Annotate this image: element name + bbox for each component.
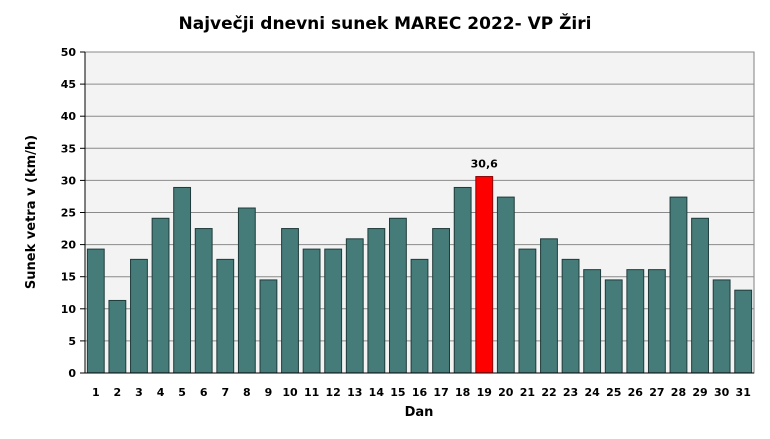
x-tick-label: 14: [369, 386, 385, 399]
bar-day-3: [130, 258, 148, 374]
bar-day-14: [367, 228, 386, 374]
bar-day-2: [108, 299, 127, 374]
data-labels: 30,6: [471, 158, 498, 171]
y-tick-label: 35: [61, 142, 76, 155]
bar-day-12: [324, 248, 343, 374]
y-tick-label: 50: [61, 46, 77, 59]
x-tick-label: 7: [221, 386, 229, 399]
x-tick-label: 16: [412, 386, 428, 399]
y-axis-label: Sunek vetra v (km/h): [24, 135, 39, 289]
x-tick-label: 25: [606, 386, 621, 399]
bar-day-19: [475, 176, 494, 374]
x-tick-label: 11: [304, 386, 319, 399]
bar-day-30: [712, 279, 731, 374]
x-axis-label: Dan: [405, 405, 434, 420]
bar-day-11: [302, 248, 321, 374]
x-tick-label: 8: [243, 386, 251, 399]
bar-day-17: [432, 228, 450, 374]
x-tick-label: 30: [714, 386, 730, 399]
bar-day-6: [194, 228, 213, 374]
x-axis-ticks: 1 2 3 4 5 6 7 8 9 10 11 12 13 14 15 16 17 18 19 20 21 22 23 24 2…: [92, 386, 751, 399]
bar-day-10: [281, 228, 299, 374]
x-tick-label: 23: [563, 386, 578, 399]
y-tick-label: 0: [68, 367, 76, 380]
bar-day-15: [389, 217, 407, 374]
x-tick-label: 15: [390, 386, 405, 399]
bar-day-13: [345, 238, 364, 374]
y-tick-label: 15: [61, 271, 76, 284]
bar-day-26: [626, 269, 645, 374]
x-tick-label: 29: [692, 386, 707, 399]
bar-day-25: [604, 279, 623, 374]
bar-day-4: [151, 217, 170, 374]
x-tick-label: 9: [265, 386, 273, 399]
bar-day-9: [259, 279, 278, 374]
bar-day-27: [647, 269, 666, 374]
y-tick-label: 45: [61, 78, 76, 91]
bar-day-29: [691, 217, 709, 374]
bar-day-24: [583, 269, 602, 374]
x-tick-label: 31: [736, 386, 751, 399]
bar-day-21: [518, 248, 537, 374]
chart-title: Največji dnevni sunek MAREC 2022- VP Žir…: [179, 12, 592, 34]
x-tick-label: 21: [520, 386, 535, 399]
x-tick-label: 26: [628, 386, 644, 399]
x-tick-label: 18: [455, 386, 470, 399]
bar-day-22: [540, 238, 558, 374]
y-tick-label: 40: [61, 110, 77, 123]
x-tick-label: 24: [584, 386, 600, 399]
y-tick-label: 20: [61, 239, 77, 252]
y-axis-ticks: 0 5 10 15 20 25 30 35 40 45 50: [61, 46, 85, 380]
bar-day-20: [496, 196, 515, 374]
bar-day-18: [453, 186, 472, 374]
x-tick-label: 12: [326, 386, 341, 399]
bar-day-1: [86, 248, 105, 374]
bars: [86, 176, 753, 374]
bar-day-23: [561, 258, 580, 374]
x-tick-label: 2: [114, 386, 122, 399]
y-tick-label: 5: [68, 335, 76, 348]
x-tick-label: 22: [541, 386, 556, 399]
bar-day-7: [216, 258, 235, 374]
x-tick-label: 17: [433, 386, 448, 399]
y-tick-label: 25: [61, 207, 76, 220]
y-tick-label: 30: [61, 174, 77, 187]
data-label-max: 30,6: [471, 158, 498, 171]
x-tick-label: 1: [92, 386, 100, 399]
x-tick-label: 5: [178, 386, 186, 399]
x-tick-label: 27: [649, 386, 664, 399]
x-tick-label: 6: [200, 386, 208, 399]
x-tick-label: 13: [347, 386, 362, 399]
x-tick-label: 10: [282, 386, 298, 399]
x-tick-label: 20: [498, 386, 514, 399]
bar-day-28: [669, 196, 688, 374]
y-tick-label: 10: [61, 303, 77, 316]
bar-day-5: [173, 186, 192, 374]
x-tick-label: 3: [135, 386, 143, 399]
x-tick-label: 28: [671, 386, 686, 399]
bar-day-16: [410, 258, 429, 374]
x-tick-label: 19: [477, 386, 492, 399]
bar-day-8: [237, 207, 256, 374]
x-tick-label: 4: [157, 386, 165, 399]
bar-day-31: [734, 289, 753, 374]
